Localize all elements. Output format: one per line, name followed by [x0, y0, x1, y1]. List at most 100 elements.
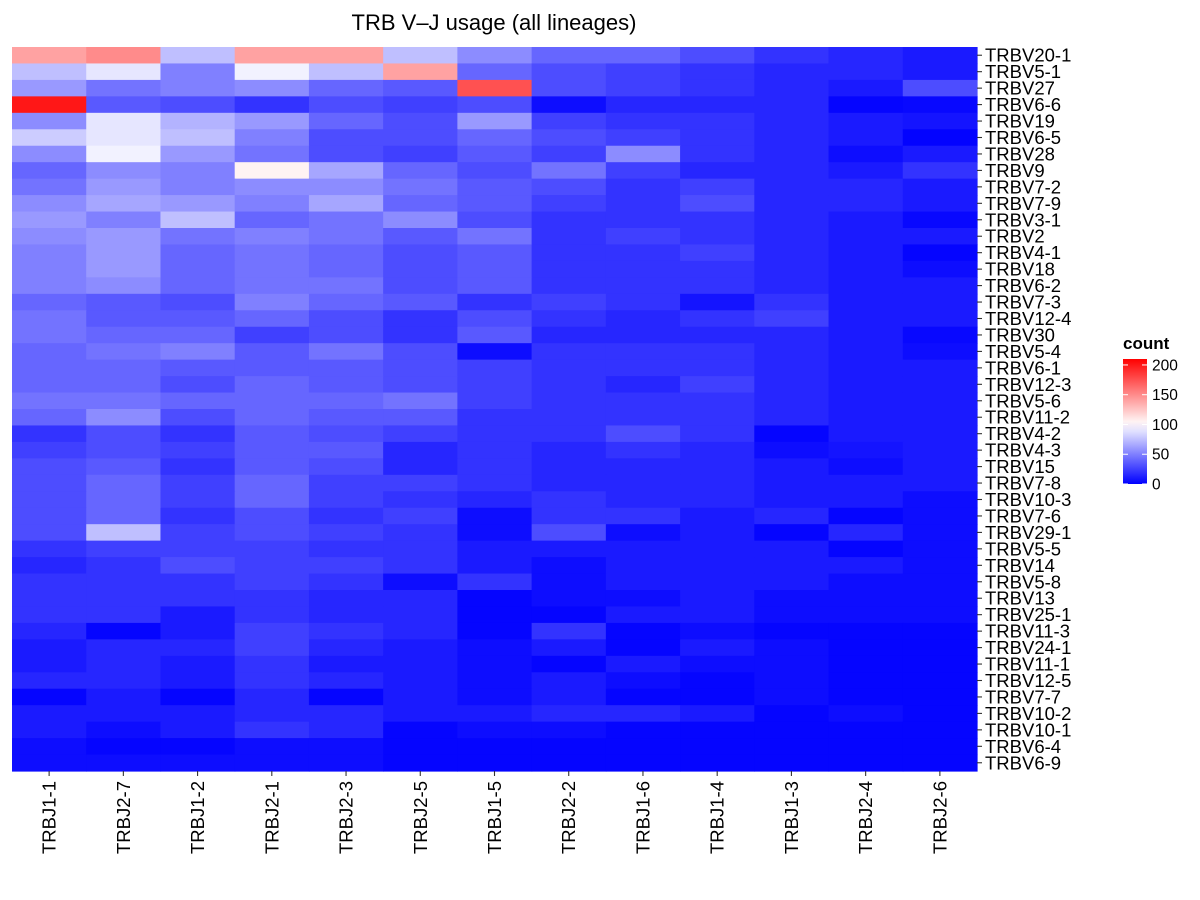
heatmap-cell [383, 277, 458, 295]
heatmap-cell [902, 47, 978, 65]
heatmap-cell [308, 409, 384, 427]
y-tick-label: TRBV7-7 [985, 686, 1061, 707]
heatmap-cell [308, 129, 384, 147]
heatmap-cell [680, 573, 755, 591]
y-tick-label: TRBV25-1 [985, 604, 1071, 625]
heatmap-cell [457, 721, 533, 739]
heatmap-cell [902, 590, 978, 608]
heatmap-cell [680, 96, 755, 114]
heatmap-cell [234, 606, 310, 624]
heatmap-cell [754, 540, 830, 558]
heatmap-cell [754, 754, 830, 772]
heatmap-cell [383, 79, 458, 97]
heatmap-cell [828, 376, 904, 394]
heatmap-cell [457, 672, 533, 690]
heatmap-cell [308, 491, 384, 509]
x-tick-label: TRBJ2-1 [261, 781, 282, 854]
y-tick-label: TRBV12-4 [985, 308, 1071, 329]
heatmap-cell [680, 228, 755, 246]
heatmap-cell [308, 655, 384, 673]
heatmap-cell [754, 112, 830, 130]
heatmap-cell [902, 721, 978, 739]
heatmap-cell [86, 162, 162, 180]
heatmap-cell [308, 606, 384, 624]
x-tick-label: TRBJ1-6 [632, 781, 653, 854]
heatmap-cell [383, 590, 458, 608]
heatmap-cell [383, 622, 458, 640]
heatmap-cell [234, 754, 310, 772]
heatmap-cell [308, 688, 384, 706]
heatmap-cells [12, 47, 978, 772]
heatmap-cell [754, 129, 830, 147]
heatmap-cell [531, 409, 607, 427]
heatmap-cell [828, 721, 904, 739]
heatmap-cell [902, 639, 978, 657]
heatmap-cell [754, 507, 830, 525]
heatmap-cell [12, 639, 87, 657]
heatmap-cell [680, 376, 755, 394]
heatmap-cell [160, 343, 236, 361]
heatmap-cell [680, 425, 755, 443]
heatmap-cell [457, 622, 533, 640]
heatmap-cell [605, 441, 681, 459]
heatmap-cell [754, 162, 830, 180]
heatmap-cell [383, 326, 458, 344]
heatmap-cell [383, 376, 458, 394]
heatmap-cell [828, 474, 904, 492]
heatmap-cell [86, 129, 162, 147]
heatmap-cell [383, 524, 458, 542]
heatmap-cell [531, 162, 607, 180]
heatmap-cell [605, 326, 681, 344]
heatmap-cell [383, 754, 458, 772]
heatmap-cell [754, 145, 830, 163]
heatmap-cell [680, 293, 755, 311]
y-tick-label: TRBV11-3 [985, 621, 1070, 642]
y-tick-label: TRBV24-1 [985, 637, 1071, 658]
heatmap-cell [383, 458, 458, 476]
heatmap-cell [457, 392, 533, 410]
heatmap-cell [234, 129, 310, 147]
heatmap-cell [828, 738, 904, 756]
heatmap-cell [234, 425, 310, 443]
heatmap-cell [531, 639, 607, 657]
heatmap-cell [86, 622, 162, 640]
y-tick-label: TRBV20-1 [985, 45, 1071, 66]
heatmap-cell [12, 754, 87, 772]
heatmap-cell [754, 96, 830, 114]
x-tick-label: TRBJ2-7 [113, 781, 134, 854]
heatmap-cell [86, 573, 162, 591]
heatmap-cell [828, 129, 904, 147]
heatmap-cell [457, 540, 533, 558]
heatmap-cell [308, 507, 384, 525]
heatmap-cell [160, 145, 236, 163]
heatmap-cell [160, 79, 236, 97]
heatmap-cell [605, 228, 681, 246]
heatmap-cell [160, 573, 236, 591]
heatmap-cell [86, 195, 162, 213]
heatmap-cell [12, 228, 87, 246]
heatmap-cell [605, 524, 681, 542]
y-tick-label: TRBV6-1 [985, 357, 1061, 378]
heatmap-cell [383, 343, 458, 361]
heatmap-cell [605, 705, 681, 723]
heatmap-cell [531, 178, 607, 196]
heatmap-cell [531, 540, 607, 558]
heatmap-cell [457, 293, 533, 311]
heatmap-cell [605, 277, 681, 295]
heatmap-cell [605, 195, 681, 213]
heatmap-cell [308, 672, 384, 690]
y-tick-label: TRBV11-2 [985, 407, 1070, 428]
heatmap-cell [12, 63, 87, 81]
y-tick-label: TRBV12-3 [985, 374, 1071, 395]
heatmap-cell [383, 540, 458, 558]
legend-colorbar [1123, 359, 1147, 484]
heatmap-cell [12, 359, 87, 377]
heatmap-cell [605, 392, 681, 410]
heatmap-cell [160, 260, 236, 278]
heatmap-cell [12, 277, 87, 295]
heatmap-cell [902, 244, 978, 262]
y-tick-label: TRBV2 [985, 226, 1045, 247]
heatmap-cell [86, 79, 162, 97]
heatmap-cell [828, 524, 904, 542]
